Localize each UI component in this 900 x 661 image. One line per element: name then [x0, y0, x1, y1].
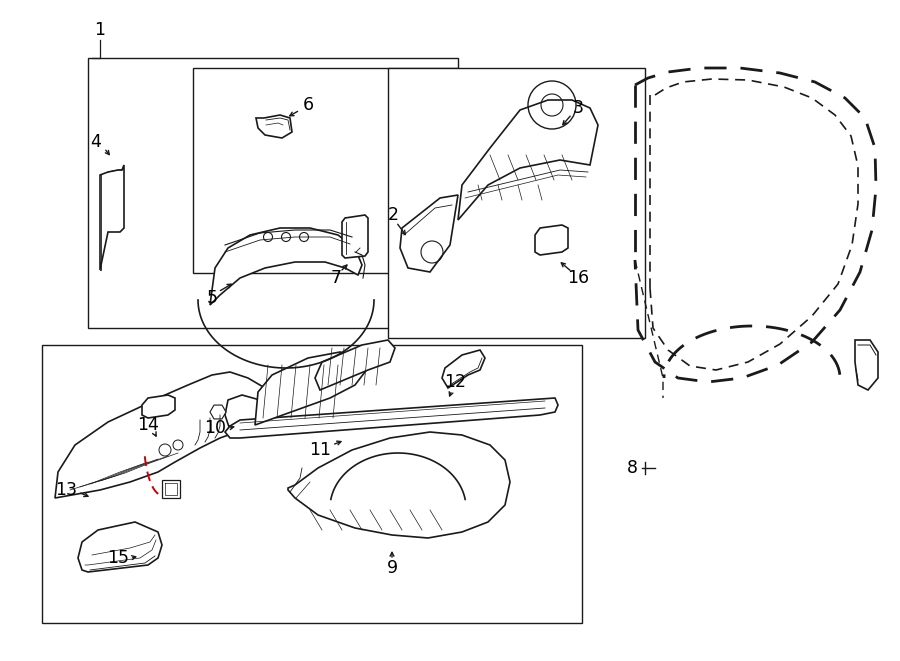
Polygon shape — [100, 165, 124, 270]
Text: 14: 14 — [137, 416, 159, 434]
Text: 6: 6 — [302, 96, 313, 114]
Text: 8: 8 — [626, 459, 637, 477]
Polygon shape — [288, 432, 510, 538]
Text: 16: 16 — [567, 269, 590, 287]
Polygon shape — [342, 215, 368, 258]
Polygon shape — [400, 195, 458, 272]
Text: 10: 10 — [204, 419, 226, 437]
Polygon shape — [78, 522, 162, 572]
Text: 2: 2 — [388, 206, 399, 224]
Polygon shape — [255, 352, 368, 425]
Bar — [88, 58, 458, 328]
Polygon shape — [315, 340, 395, 390]
Polygon shape — [210, 228, 362, 305]
Text: 3: 3 — [572, 99, 583, 117]
Polygon shape — [225, 398, 558, 438]
Polygon shape — [442, 350, 485, 388]
Bar — [42, 345, 582, 623]
Bar — [193, 68, 458, 273]
Text: 1: 1 — [94, 21, 105, 39]
Polygon shape — [142, 395, 175, 418]
Text: 13: 13 — [55, 481, 77, 499]
Text: 9: 9 — [386, 559, 398, 577]
Polygon shape — [55, 372, 268, 498]
Text: 15: 15 — [107, 549, 129, 567]
Bar — [388, 68, 645, 338]
Polygon shape — [855, 340, 878, 390]
Polygon shape — [458, 100, 598, 220]
Polygon shape — [535, 225, 568, 255]
Polygon shape — [225, 395, 265, 430]
Text: 11: 11 — [309, 441, 331, 459]
Text: 12: 12 — [444, 373, 466, 391]
Text: 5: 5 — [206, 289, 218, 307]
Polygon shape — [210, 405, 226, 419]
Text: 4: 4 — [91, 133, 102, 151]
Polygon shape — [256, 115, 292, 138]
Polygon shape — [162, 480, 180, 498]
Text: 7: 7 — [330, 269, 341, 287]
